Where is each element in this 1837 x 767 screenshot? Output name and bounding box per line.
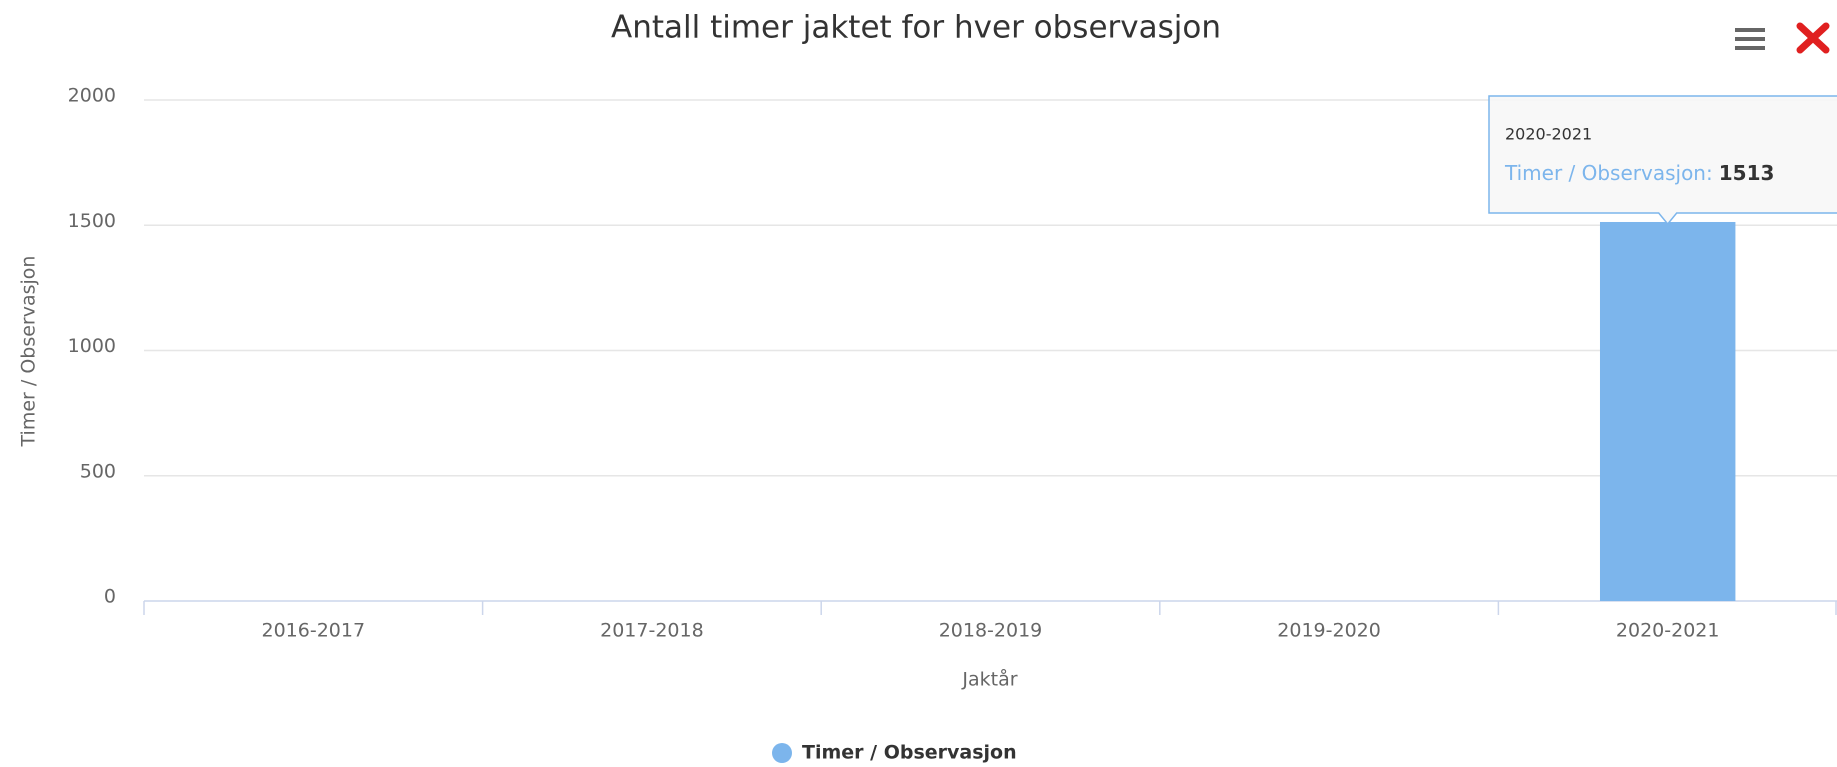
x-tick-label: 2016-2017 bbox=[262, 620, 366, 642]
tooltip: 2020-2021 Timer / Observasjon: 1513 bbox=[1488, 95, 1837, 226]
legend-marker bbox=[772, 743, 792, 763]
menu-button[interactable] bbox=[1735, 28, 1765, 50]
bar bbox=[1599, 221, 1736, 601]
menu-bar bbox=[1735, 28, 1765, 32]
y-tick-label: 0 bbox=[104, 586, 116, 608]
close-icon bbox=[1796, 22, 1830, 54]
menu-bar bbox=[1735, 37, 1765, 41]
y-tick-label: 500 bbox=[80, 460, 116, 482]
x-axis-title: Jaktår bbox=[961, 668, 1017, 691]
tooltip-value: 1513 bbox=[1719, 161, 1775, 185]
x-tick-label: 2017-2018 bbox=[600, 620, 704, 642]
tooltip-box bbox=[1488, 95, 1837, 226]
tooltip-header: 2020-2021 bbox=[1505, 125, 1592, 144]
tooltip-line: Timer / Observasjon: 1513 bbox=[1504, 161, 1774, 185]
x-tick-label: 2019-2020 bbox=[1277, 620, 1381, 642]
tooltip-label: Timer / Observasjon: bbox=[1504, 161, 1713, 185]
menu-bar bbox=[1735, 46, 1765, 50]
x-tick-label: 2020-2021 bbox=[1616, 620, 1720, 642]
close-button[interactable] bbox=[1796, 22, 1830, 54]
chart-title: Antall timer jaktet for hver observasjon bbox=[611, 10, 1221, 46]
y-axis-title: Timer / Observasjon bbox=[18, 256, 40, 448]
legend-label: Timer / Observasjon bbox=[802, 742, 1017, 764]
y-tick-label: 1000 bbox=[68, 335, 116, 357]
y-tick-label: 1500 bbox=[68, 210, 116, 232]
y-tick-label: 2000 bbox=[68, 85, 116, 107]
x-tick-label: 2018-2019 bbox=[939, 620, 1043, 642]
